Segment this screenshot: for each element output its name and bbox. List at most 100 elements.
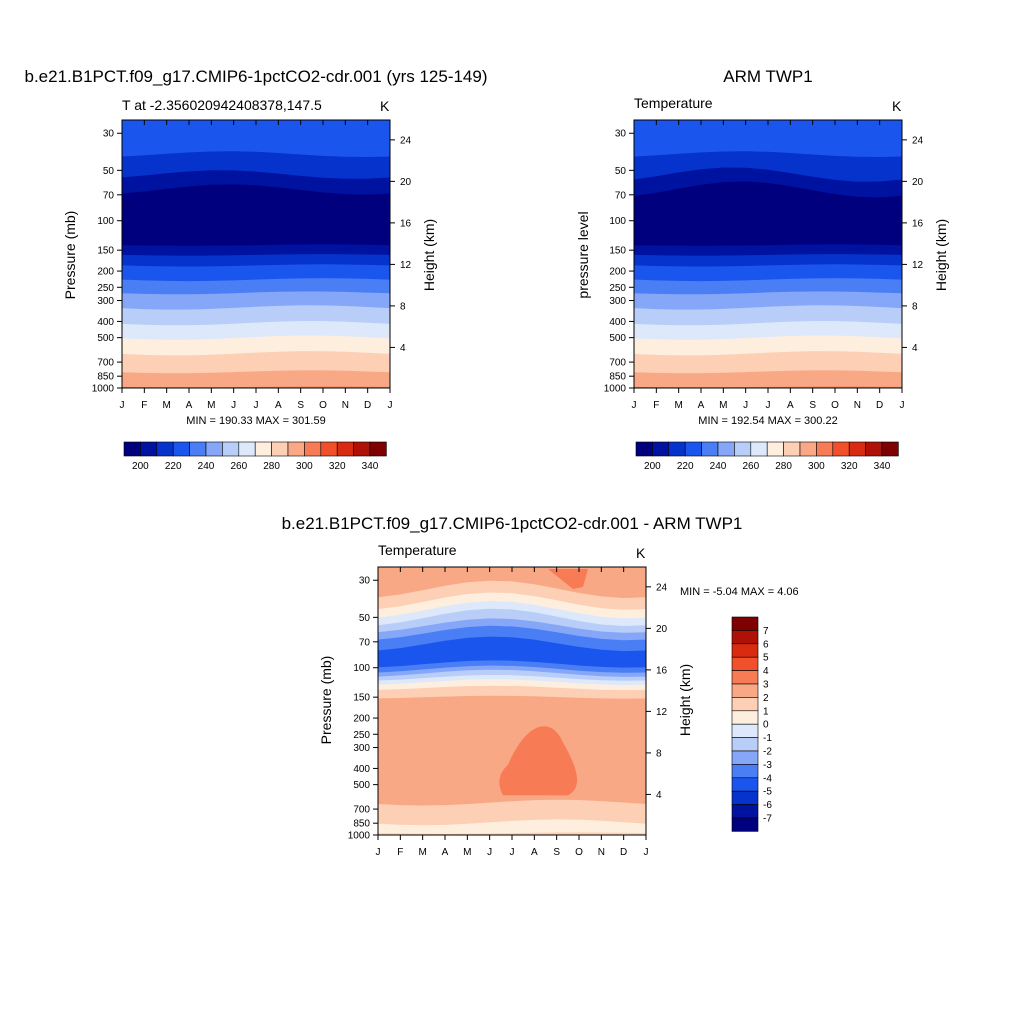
obs-y-tick-label: 50	[615, 166, 627, 177]
model-y2-tick-label: 16	[400, 218, 412, 229]
diff-colorbar-box	[731, 710, 759, 725]
obs-y-tick-label: 500	[609, 333, 626, 344]
model-x-tick-label: J	[388, 400, 393, 411]
diff-x-tick-label: F	[397, 847, 403, 858]
model-colorbar-box	[205, 441, 223, 457]
diff-x-tick-label: A	[531, 847, 538, 858]
obs-x-tick-label: A	[787, 400, 794, 411]
diff-colorbar-box	[731, 750, 759, 765]
diff-colorbar-box	[731, 630, 759, 645]
model-colorbar-box	[189, 441, 207, 457]
obs-units: K	[892, 98, 902, 114]
model-colorbar-box	[156, 441, 174, 457]
obs-x-tick-label: J	[632, 400, 637, 411]
model-colorbar-box	[271, 441, 289, 457]
diff-colorbar-label: 4	[763, 666, 769, 677]
model-colorbar-box	[287, 441, 305, 457]
diff-x-tick-label: N	[598, 847, 605, 858]
model-y2-tick-label: 20	[400, 177, 412, 188]
obs-x-tick-label: M	[674, 400, 682, 411]
model-colorbar-label: 320	[329, 461, 346, 472]
model-y-tick-label: 150	[97, 246, 114, 257]
diff-y-tick-label: 150	[353, 693, 370, 704]
diff-colorbar-label: -6	[763, 800, 772, 811]
diff-y-tick-label: 700	[353, 805, 370, 816]
model-colorbar-box	[123, 441, 141, 457]
model-x-tick-label: J	[254, 400, 259, 411]
diff-colorbar-label: -3	[763, 760, 772, 771]
obs-colorbar-box	[635, 441, 653, 457]
diff-y-tick-label: 200	[353, 714, 370, 725]
diff-colorbar-box	[731, 737, 759, 752]
diff-band-17	[378, 832, 646, 835]
model-x-tick-label: A	[186, 400, 193, 411]
diff-y2-tick-label: 20	[656, 624, 668, 635]
model-y2-axis-label: Height (km)	[421, 219, 437, 291]
obs-colorbar-label: 220	[677, 461, 694, 472]
diff-colorbar-label: 0	[763, 720, 769, 731]
obs-colorbar-box	[652, 441, 670, 457]
diff-colorbar-label: -1	[763, 733, 772, 744]
diff-x-tick-label: J	[644, 847, 649, 858]
model-colorbar-box	[304, 441, 322, 457]
obs-colorbar-box	[701, 441, 719, 457]
diff-min-max: MIN = -5.04 MAX = 4.06	[680, 586, 799, 598]
model-colorbar-box	[172, 441, 190, 457]
model-colorbar-label: 200	[132, 461, 149, 472]
model-colorbar-box	[336, 441, 354, 457]
model-colorbar-box	[140, 441, 158, 457]
obs-y-tick-label: 850	[609, 372, 626, 383]
diff-colorbar-label: -4	[763, 773, 772, 784]
model-y-tick-label: 200	[97, 267, 114, 278]
diff-x-tick-label: S	[553, 847, 560, 858]
diff-colorbar-box	[731, 764, 759, 779]
obs-colorbar-box	[832, 441, 850, 457]
diff-y-tick-label: 1000	[348, 831, 371, 842]
model-contours	[122, 120, 390, 388]
diff-colorbar-box	[731, 697, 759, 712]
obs-y2-tick-label: 8	[912, 301, 918, 312]
diff-colorbar-box	[731, 777, 759, 792]
model-colorbar-label: 300	[296, 461, 313, 472]
model-colorbar-box	[320, 441, 338, 457]
model-y2-tick-label: 8	[400, 301, 406, 312]
diff-y-tick-label: 300	[353, 743, 370, 754]
model-colorbar-box	[353, 441, 371, 457]
diff-y2-axis-label: Height (km)	[677, 664, 693, 736]
diff-colorbar-label: 2	[763, 693, 769, 704]
model-y2-tick-label: 4	[400, 343, 406, 354]
obs-x-tick-label: J	[766, 400, 771, 411]
diff-y-tick-label: 30	[359, 576, 371, 587]
obs-colorbar: 200 220 240 260 280 300 320 340	[635, 441, 899, 472]
model-y-tick-label: 700	[97, 358, 114, 369]
obs-colorbar-box	[816, 441, 834, 457]
model-y-tick-label: 400	[97, 317, 114, 328]
diff-y-tick-label: 850	[353, 819, 370, 830]
obs-colorbar-label: 280	[775, 461, 792, 472]
diff-band-16	[378, 819, 646, 835]
obs-x-tick-label: F	[653, 400, 659, 411]
diff-x-tick-label: J	[376, 847, 381, 858]
obs-contours	[634, 120, 902, 388]
model-min-max: MIN = 190.33 MAX = 301.59	[186, 415, 325, 427]
model-x-tick-label: M	[162, 400, 170, 411]
obs-y2-tick-label: 20	[912, 177, 924, 188]
model-y2-tick-label: 12	[400, 260, 412, 271]
diff-colorbar-box	[731, 804, 759, 819]
model-colorbar-label: 240	[198, 461, 215, 472]
obs-y-axis-label: pressure level	[575, 211, 591, 298]
diff-colorbar-label: 1	[763, 706, 769, 717]
diff-y2-tick-label: 16	[656, 665, 668, 676]
model-axes: J F M A M J J A S O N D J 30 50 70 100 150 200 250 300 400 500…	[92, 119, 412, 411]
obs-y-tick-label: 100	[609, 216, 626, 227]
obs-colorbar-label: 300	[808, 461, 825, 472]
obs-y-tick-label: 400	[609, 317, 626, 328]
model-colorbar-label: 280	[263, 461, 280, 472]
model-x-tick-label: O	[319, 400, 327, 411]
model-x-tick-label: A	[275, 400, 282, 411]
diff-contours	[378, 567, 646, 835]
model-x-tick-label: J	[120, 400, 125, 411]
obs-y-tick-label: 150	[609, 246, 626, 257]
obs-min-max: MIN = 192.54 MAX = 300.22	[698, 415, 837, 427]
